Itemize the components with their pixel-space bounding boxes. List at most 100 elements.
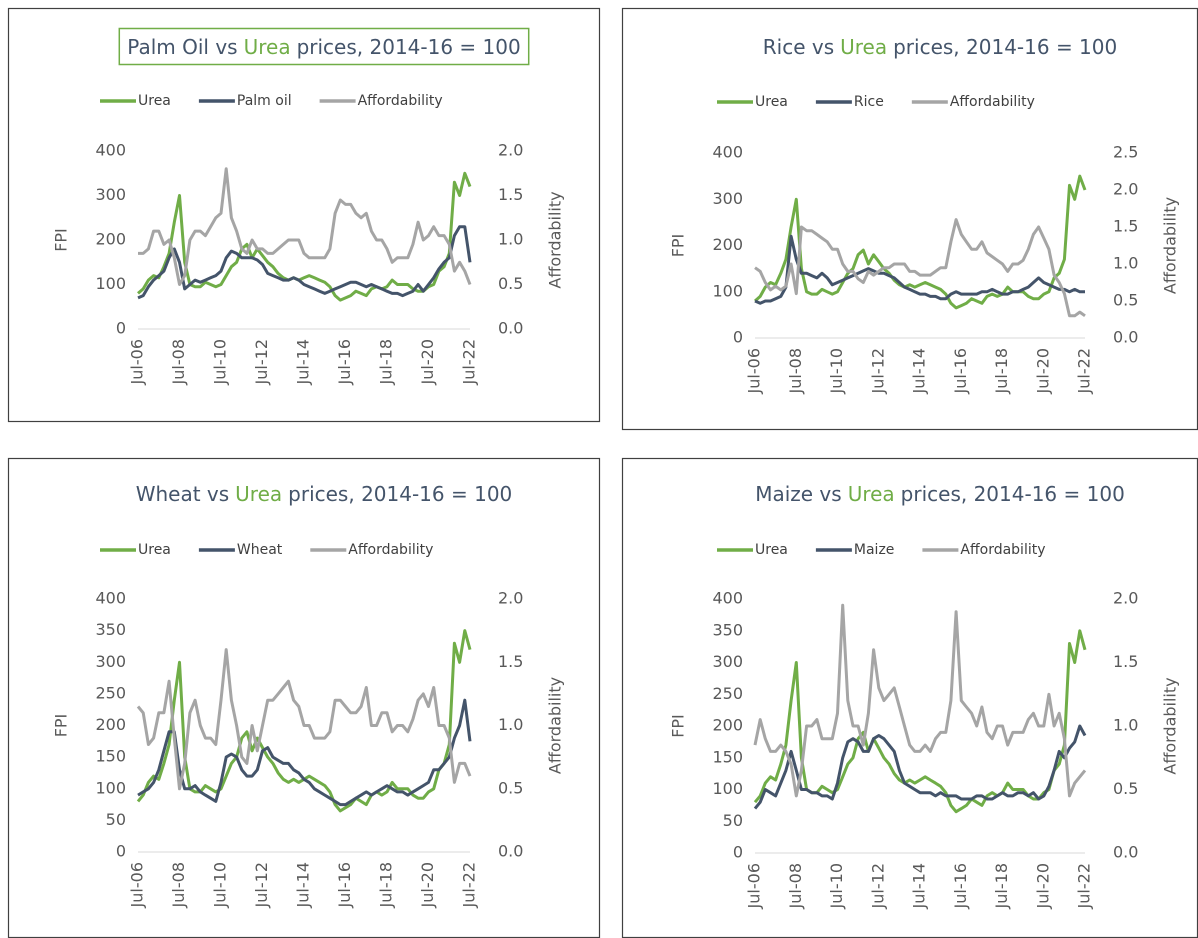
- y-tick-label: 0: [116, 842, 126, 861]
- y-tick-label: 300: [95, 185, 126, 204]
- series-line: [754, 234, 1085, 305]
- chart-title: Palm Oil vs Urea prices, 2014-16 = 100: [127, 35, 520, 59]
- y2-tick-label: 0.0: [1113, 328, 1138, 347]
- y2-axis-title: Affordability: [546, 677, 565, 774]
- x-tick-label: Jul-20: [418, 339, 437, 385]
- series-line: [753, 603, 1087, 798]
- panel-border: [7, 7, 601, 423]
- y2-axis-title: Affordability: [546, 191, 565, 288]
- x-tick-label: Jul-10: [211, 862, 230, 908]
- x-tick-label: Jul-20: [418, 862, 437, 908]
- y-tick-label: 0: [733, 328, 743, 347]
- y2-tick-label: 2.0: [1113, 180, 1138, 199]
- x-tick-label: Jul-08: [169, 339, 188, 385]
- y-tick-label: 350: [95, 620, 126, 639]
- title-part: Urea: [840, 35, 887, 59]
- y2-tick-label: 1.5: [498, 185, 523, 204]
- y-tick-label: 50: [106, 810, 126, 829]
- x-tick-label: Jul-22: [460, 862, 479, 908]
- y2-tick-label: 1.0: [1113, 716, 1138, 735]
- x-tick-label: Jul-10: [827, 863, 846, 909]
- title-part: Rice vs: [763, 35, 834, 59]
- y-tick-label: 150: [712, 747, 743, 766]
- y2-tick-label: 1.0: [498, 230, 523, 249]
- y-tick-label: 400: [95, 589, 126, 608]
- x-tick-label: Jul-12: [868, 348, 887, 394]
- y-axis-title: FPI: [669, 234, 688, 258]
- title-part: Urea: [848, 482, 895, 506]
- y-axis-title: FPI: [52, 714, 71, 738]
- legend-label: Wheat: [237, 542, 283, 558]
- chart-title: Rice vs Urea prices, 2014-16 = 100: [763, 35, 1117, 59]
- x-tick-label: Jul-06: [128, 862, 147, 908]
- y-tick-label: 200: [95, 715, 126, 734]
- y-tick-label: 200: [712, 235, 743, 254]
- y2-tick-label: 0.5: [1113, 779, 1138, 798]
- series-line: [137, 698, 472, 807]
- y-tick-label: 200: [95, 230, 126, 249]
- legend-label: Affordability: [348, 542, 433, 558]
- y2-tick-label: 2.0: [498, 141, 523, 160]
- y-tick-label: 300: [95, 652, 126, 671]
- y-tick-label: 100: [712, 779, 743, 798]
- y-tick-label: 0: [733, 843, 743, 862]
- y2-tick-label: 0.5: [498, 274, 523, 293]
- y-tick-label: 300: [712, 652, 743, 671]
- series-line: [753, 724, 1087, 810]
- legend-label: Urea: [755, 542, 788, 558]
- x-tick-label: Jul-08: [169, 862, 188, 908]
- x-tick-label: Jul-14: [910, 863, 929, 909]
- title-part: prices, 2014-16 = 100: [893, 35, 1117, 59]
- title-part: prices, 2014-16 = 100: [288, 482, 512, 506]
- y-tick-label: 50: [723, 811, 743, 830]
- series-line: [136, 648, 472, 791]
- y2-tick-label: 1.5: [498, 652, 523, 671]
- y-tick-label: 150: [95, 747, 126, 766]
- x-tick-label: Jul-22: [1075, 863, 1094, 909]
- x-tick-label: Jul-12: [252, 862, 271, 908]
- x-tick-label: Jul-12: [868, 863, 887, 909]
- x-tick-label: Jul-06: [745, 348, 764, 394]
- x-tick-label: Jul-08: [786, 863, 805, 909]
- y-tick-label: 400: [712, 589, 743, 608]
- y2-tick-label: 2.5: [1113, 143, 1138, 162]
- title-border: [118, 27, 530, 66]
- x-tick-label: Jul-18: [377, 862, 396, 908]
- x-tick-label: Jul-10: [211, 339, 230, 385]
- legend-label: Urea: [755, 94, 788, 110]
- x-tick-label: Jul-10: [827, 348, 846, 394]
- x-tick-label: Jul-16: [951, 348, 970, 394]
- x-tick-label: Jul-22: [1075, 348, 1094, 394]
- x-tick-label: Jul-12: [252, 339, 271, 385]
- series-line: [138, 167, 472, 286]
- legend-label: Affordability: [950, 94, 1035, 110]
- y-tick-label: 350: [712, 620, 743, 639]
- y2-tick-label: 1.5: [1113, 217, 1138, 236]
- title-part: Wheat vs: [136, 482, 229, 506]
- x-tick-label: Jul-14: [294, 862, 313, 908]
- y2-axis-title: Affordability: [1161, 197, 1180, 294]
- y2-tick-label: 0.5: [498, 778, 523, 797]
- y-tick-label: 100: [712, 281, 743, 300]
- x-tick-label: Jul-20: [1033, 348, 1052, 394]
- y-tick-label: 250: [712, 684, 743, 703]
- y-axis-title: FPI: [669, 714, 688, 738]
- y-tick-label: 300: [712, 189, 743, 208]
- title-part: Urea: [244, 35, 291, 59]
- x-tick-label: Jul-20: [1033, 863, 1052, 909]
- series-line: [137, 171, 472, 302]
- y2-tick-label: 0.5: [1113, 291, 1138, 310]
- x-tick-label: Jul-06: [745, 863, 764, 909]
- x-tick-label: Jul-16: [335, 862, 354, 908]
- y2-tick-label: 0.0: [498, 842, 523, 861]
- chart-title: Maize vs Urea prices, 2014-16 = 100: [755, 482, 1125, 506]
- series-line: [754, 218, 1086, 318]
- x-tick-label: Jul-16: [951, 863, 970, 909]
- legend-label: Maize: [854, 542, 895, 558]
- title-part: prices, 2014-16 = 100: [297, 35, 521, 59]
- y2-tick-label: 1.5: [1113, 652, 1138, 671]
- y-tick-label: 100: [95, 778, 126, 797]
- x-tick-label: Jul-16: [335, 339, 354, 385]
